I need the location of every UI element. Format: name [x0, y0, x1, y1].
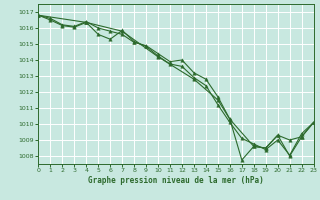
X-axis label: Graphe pression niveau de la mer (hPa): Graphe pression niveau de la mer (hPa): [88, 176, 264, 185]
